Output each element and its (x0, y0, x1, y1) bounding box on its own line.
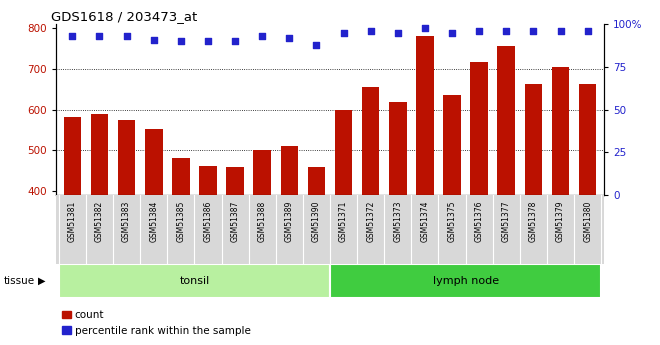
Bar (280, 146, 298, 345)
Bar (389, 102, 407, 345)
Text: GSM51371: GSM51371 (339, 200, 348, 242)
Text: GSM51381: GSM51381 (68, 200, 77, 242)
Text: GDS1618 / 203473_at: GDS1618 / 203473_at (51, 10, 197, 23)
Point (582, 28, 593, 34)
Point (393, 30, 403, 36)
Text: GSM51377: GSM51377 (502, 200, 511, 242)
Bar (362, 87, 379, 345)
Point (203, 39, 213, 44)
Bar (335, 110, 352, 345)
Legend: count, percentile rank within the sample: count, percentile rank within the sample (58, 306, 255, 340)
Point (230, 39, 240, 44)
Point (121, 33, 132, 39)
Point (447, 30, 457, 36)
FancyBboxPatch shape (59, 264, 330, 298)
Text: GSM51379: GSM51379 (556, 200, 565, 242)
Point (339, 30, 349, 36)
Point (311, 42, 321, 47)
Text: GSM51387: GSM51387 (230, 200, 240, 242)
Text: GSM51373: GSM51373 (393, 200, 403, 242)
Bar (579, 84, 597, 345)
Bar (525, 84, 543, 345)
Point (501, 28, 512, 34)
Text: GSM51384: GSM51384 (149, 200, 158, 242)
Text: GSM51385: GSM51385 (176, 200, 185, 242)
Text: GSM51390: GSM51390 (312, 200, 321, 242)
Point (420, 25, 430, 30)
Point (284, 35, 294, 41)
Bar (552, 67, 570, 345)
Bar (444, 95, 461, 345)
Text: GSM51389: GSM51389 (285, 200, 294, 242)
Text: tonsil: tonsil (180, 276, 209, 286)
Text: GSM51388: GSM51388 (257, 200, 267, 242)
Point (528, 28, 539, 34)
Bar (199, 167, 216, 345)
Point (555, 28, 566, 34)
Text: GSM51372: GSM51372 (366, 200, 375, 242)
Text: GSM51382: GSM51382 (95, 200, 104, 242)
Text: GSM51376: GSM51376 (475, 200, 484, 242)
Text: GSM51380: GSM51380 (583, 200, 592, 242)
Text: lymph node: lymph node (432, 276, 499, 286)
Bar (253, 150, 271, 345)
FancyBboxPatch shape (330, 264, 601, 298)
Text: GSM51383: GSM51383 (122, 200, 131, 242)
Text: GSM51386: GSM51386 (203, 200, 213, 242)
Bar (471, 61, 488, 345)
Bar (145, 129, 162, 345)
Bar (63, 117, 81, 345)
Bar (416, 36, 434, 345)
Bar (226, 167, 244, 345)
Text: ▶: ▶ (38, 276, 46, 286)
Point (474, 28, 484, 34)
Text: GSM51374: GSM51374 (420, 200, 430, 242)
Bar (308, 167, 325, 345)
Bar (172, 158, 189, 345)
Text: tissue: tissue (3, 276, 34, 286)
Bar (498, 46, 515, 345)
Text: GSM51375: GSM51375 (447, 200, 457, 242)
Point (176, 39, 186, 44)
Text: GSM51378: GSM51378 (529, 200, 538, 242)
Point (94, 33, 105, 39)
Bar (117, 120, 135, 345)
Point (148, 37, 159, 42)
Point (257, 33, 267, 39)
Point (366, 28, 376, 34)
Bar (90, 114, 108, 345)
Point (67, 33, 78, 39)
